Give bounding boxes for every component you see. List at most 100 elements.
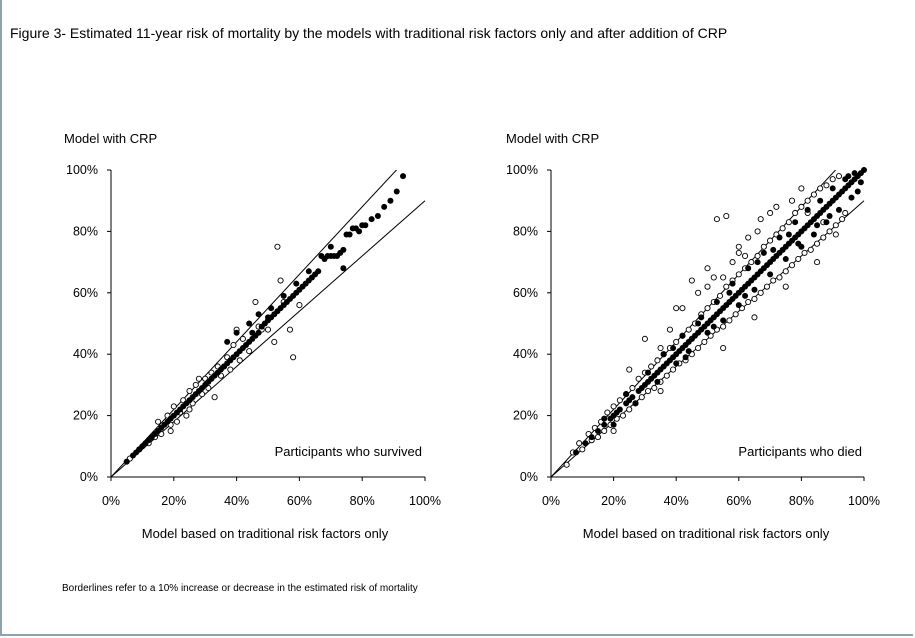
data-point [362,222,369,229]
y-tick-label: 40% [73,347,98,361]
data-point [795,255,802,263]
data-point [760,249,767,256]
data-point [626,406,633,413]
data-point [230,341,237,349]
data-point [770,277,777,284]
data-point [745,234,752,241]
data-point [704,265,711,272]
data-point [726,289,733,296]
y-tick-label: 100% [66,163,98,177]
data-point [679,305,686,312]
data-point [249,329,256,336]
data-point [835,206,842,213]
data-point [296,302,303,309]
data-point [236,357,243,364]
data-point [654,378,661,385]
data-point [387,197,394,204]
data-point [629,394,636,401]
data-point [823,219,830,226]
data-point [616,397,623,404]
data-point [754,228,761,235]
data-point [754,259,761,266]
data-point [701,338,708,345]
data-point [274,243,281,250]
data-point [732,311,739,318]
data-point [255,311,262,318]
data-point [654,357,661,364]
data-point [729,259,736,266]
data-point [773,203,780,210]
data-point [246,320,253,327]
data-point [305,268,312,275]
data-point [346,231,353,238]
data-point [788,262,796,269]
data-point [641,335,648,342]
data-point [645,369,652,376]
data-point [754,252,761,260]
x-tick-label: 0% [102,494,120,508]
data-point [582,440,589,447]
data-point [616,406,623,413]
data-point [695,345,702,352]
data-point [782,283,789,290]
data-point [192,381,199,388]
data-point [829,176,836,183]
data-point [381,203,388,210]
data-point [760,243,767,250]
data-point [167,427,174,435]
y-axis-label: Model with CRP [64,131,157,146]
data-point [757,216,764,223]
data-point [211,394,218,401]
data-point [673,338,680,345]
data-point [265,314,271,321]
data-point [832,231,839,238]
data-point [573,449,580,456]
data-point [610,403,617,410]
data-point [763,283,771,290]
data-point [660,351,667,358]
data-point [767,271,774,278]
data-point [155,418,162,425]
data-point [286,326,294,333]
data-point [804,197,811,204]
data-point [233,329,240,336]
y-tick-label: 80% [73,224,98,238]
data-point [814,259,821,266]
data-point [123,458,130,465]
data-point [798,203,805,210]
data-point [839,216,846,223]
data-point [798,185,805,192]
data-point [623,391,630,398]
data-point [356,228,363,235]
data-point [742,252,749,260]
data-point [829,185,836,192]
data-point [835,173,843,180]
data-point [315,268,322,275]
data-point [704,283,711,290]
data-point [788,197,796,204]
y-tick-label: 60% [73,286,98,300]
open-points [563,173,849,468]
data-point [340,246,347,253]
data-point [801,249,808,256]
data-point [271,338,278,345]
data-point [785,219,792,226]
data-point [648,363,655,370]
data-point [713,299,720,306]
x-tick-label: 40% [224,494,249,508]
data-point [227,366,234,373]
data-point [688,277,695,284]
y-tick-label: 20% [73,409,98,423]
data-point [195,375,202,382]
data-point [576,440,583,447]
y-axis-label: Model with CRP [506,131,599,146]
data-point [186,406,193,413]
x-tick-label: 0% [542,494,560,508]
data-point [679,332,686,339]
data-point [720,317,727,324]
data-point [698,314,705,321]
data-point [779,225,786,232]
figure-title: Figure 3- Estimated 11-year risk of mort… [10,25,728,41]
data-point [845,173,852,180]
y-tick-label: 0% [80,470,98,484]
